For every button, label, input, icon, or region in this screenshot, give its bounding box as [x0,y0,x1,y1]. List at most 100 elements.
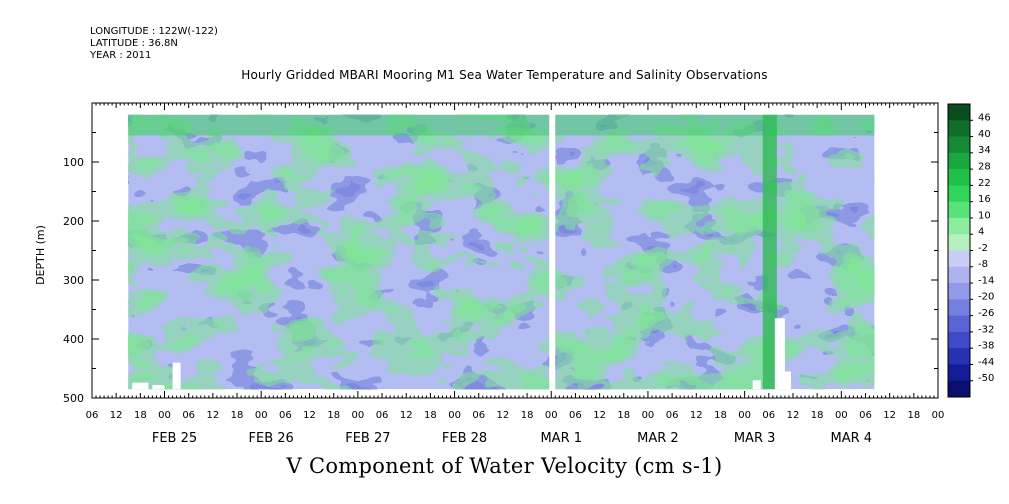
year-label: YEAR : 2011 [90,50,152,61]
colorbar-segment [948,234,970,251]
colorbar-label: -44 [978,357,994,368]
x-tick-label: 06 [762,410,775,421]
x-tick-label: 00 [352,410,365,421]
colorbar-segment [948,120,970,137]
colorbar-segment [948,331,970,349]
x-tick-label: 00 [255,410,268,421]
colorbar-legend: 46 40 34 28 22 16 10 4 -2 -8 -14 -20 -26 -32 -38 -44 -50 [947,103,994,398]
y-tick-label: 100 [63,156,84,169]
x-tick-label: 18 [521,410,534,421]
x-tick-label: 12 [400,410,413,421]
x-tick-label: 00 [835,410,848,421]
colorbar-segment [948,201,970,219]
x-tick-label: 06 [666,410,679,421]
colorbar-segment [948,136,970,154]
colorbar-label: 4 [978,227,984,238]
x-tick-label: 06 [279,410,292,421]
colorbar-segment [948,104,970,121]
x-tick-label: 12 [593,410,606,421]
x-tick-label: 00 [545,410,558,421]
x-date-label: MAR 2 [637,431,679,446]
plot-area [128,112,875,392]
heatmap-chart: 06 12 18 00 06 12 18 00 06 12 18 00 06 12 18 00 06 12 18 00… [34,102,994,446]
colorbar-label: 28 [978,161,991,172]
colorbar-segment [948,348,970,365]
x-tick-label: 12 [110,410,123,421]
colorbar-segment [948,315,970,333]
y-tick-label: 400 [63,333,84,346]
heatmap-surface-band [128,114,875,136]
colorbar-label: -26 [978,308,994,319]
colorbar-label: 22 [978,178,991,189]
y-tick-label: 300 [63,274,84,287]
x-tick-label: 00 [738,410,751,421]
x-tick-label: 12 [787,410,800,421]
x-date-label: FEB 25 [152,431,197,446]
x-tick-label: 18 [134,410,147,421]
missing-data-notch [132,382,149,390]
x-date-label: FEB 28 [442,431,487,446]
colorbar-label: -50 [978,373,994,384]
colorbar-label: 40 [978,129,991,140]
x-tick-label: 06 [376,410,389,421]
colorbar-label: -2 [978,243,988,254]
colorbar-label: 10 [978,210,991,221]
heatmap-strong-band [762,114,777,390]
x-tick-label: 18 [327,410,340,421]
chart-caption: V Component of Water Velocity (cm s-1) [286,454,723,478]
x-tick-label: 06 [86,410,99,421]
x-date-label: MAR 1 [540,431,582,446]
x-tick-label: 12 [303,410,316,421]
x-date-label: FEB 27 [345,431,390,446]
colorbar-label: -14 [978,275,994,286]
colorbar-label: 16 [978,194,991,205]
y-axis-label: DEPTH (m) [34,225,47,285]
missing-data-notch [172,362,181,390]
x-tick-label: 06 [472,410,485,421]
colorbar-label: -32 [978,324,994,335]
missing-data-notch [774,318,785,390]
colorbar-segment [948,283,970,300]
x-axis: 06 12 18 00 06 12 18 00 06 12 18 00 06 12 18 00 06 12 18 00… [86,103,945,446]
x-tick-label: 00 [642,410,655,421]
colorbar-label: -20 [978,292,994,303]
x-tick-label: 06 [182,410,195,421]
x-tick-label: 12 [497,410,510,421]
x-tick-label: 12 [883,410,896,421]
x-tick-label: 06 [569,410,582,421]
colorbar-segment [948,266,970,284]
x-tick-label: 00 [158,410,171,421]
x-tick-label: 12 [690,410,703,421]
colorbar-label: 34 [978,145,991,156]
colorbar-label: -38 [978,341,994,352]
longitude-label: LONGITUDE : 122W(-122) [90,26,218,37]
colorbar-label: -8 [978,259,988,270]
colorbar-segment [948,299,970,317]
colorbar-segment [948,364,970,382]
x-tick-label: 18 [714,410,727,421]
x-tick-label: 06 [859,410,872,421]
colorbar-segment [948,217,970,235]
x-tick-label: 18 [231,410,244,421]
y-axis: 100 200 300 400 500 [63,102,938,405]
colorbar-segment [948,250,970,268]
x-tick-label: 00 [448,410,461,421]
missing-data-notch [152,385,165,390]
x-date-label: MAR 3 [734,431,776,446]
x-tick-label: 00 [932,410,945,421]
colorbar-segment [948,185,970,203]
x-tick-label: 12 [206,410,219,421]
colorbar-label: 46 [978,113,991,124]
x-tick-label: 18 [811,410,824,421]
latitude-label: LATITUDE : 36.8N [90,38,178,49]
colorbar-segment [948,380,970,398]
x-tick-label: 18 [617,410,630,421]
colorbar-segment [948,169,970,186]
y-tick-label: 200 [63,215,84,228]
x-tick-label: 18 [907,410,920,421]
y-tick-label: 500 [63,392,84,405]
x-date-label: FEB 26 [249,431,294,446]
data-gap [549,112,556,392]
x-date-label: MAR 4 [831,431,873,446]
missing-data-notch [782,371,791,390]
